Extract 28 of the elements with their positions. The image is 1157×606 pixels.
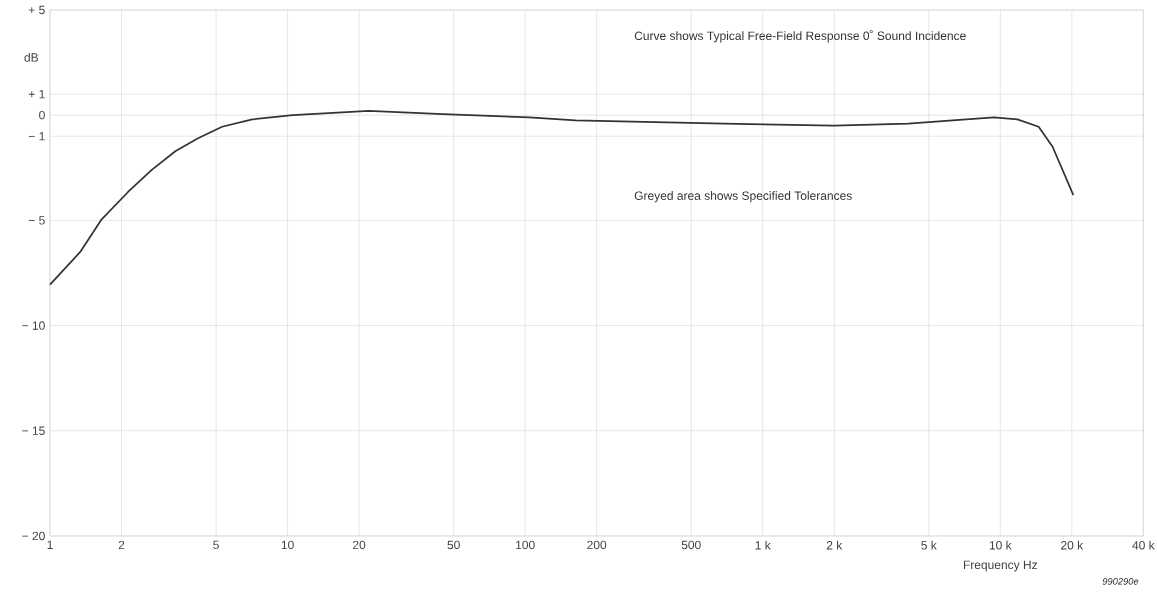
y-tick-label: 0 <box>39 110 45 120</box>
x-tick-label: 50 <box>447 540 460 550</box>
annotation: Greyed area shows Specified Tolerances <box>634 191 852 203</box>
x-tick-label: 2 k <box>826 540 843 550</box>
x-tick-label: 1 <box>47 540 53 549</box>
x-tick-label: 200 <box>587 540 607 550</box>
y-tick-label: − 1 <box>28 132 45 141</box>
x-tick-label: 10 <box>281 540 294 550</box>
y-tick-label: − 10 <box>22 321 45 330</box>
y-tick-label: + 5 <box>28 5 45 15</box>
x-tick-label: 10 k <box>989 540 1012 550</box>
x-tick-label: 5 k <box>921 540 937 550</box>
x-tick-label: 1 k <box>755 540 771 550</box>
x-tick-label: 2 <box>118 540 125 550</box>
x-tick-label: 5 <box>213 540 219 550</box>
x-tick-label: 20 <box>353 540 366 550</box>
x-tick-label: 40 k <box>1132 540 1155 550</box>
y-tick-label: − 5 <box>28 216 45 225</box>
text: 990290e <box>1102 578 1139 585</box>
x-tick-label: 500 <box>681 540 701 550</box>
y-tick-label: − 20 <box>22 531 45 541</box>
x-axis-title: Frequency Hz <box>963 560 1038 572</box>
y-axis-title: dB <box>24 52 39 62</box>
y-tick-label: − 15 <box>22 426 45 435</box>
x-tick-label: 20 k <box>1061 540 1084 550</box>
x-tick-label: 100 <box>516 540 535 550</box>
y-tick-label: + 1 <box>28 90 45 99</box>
annotation: Curve shows Typical Free-Field Response 0˚ Sound Incidence <box>634 30 966 43</box>
